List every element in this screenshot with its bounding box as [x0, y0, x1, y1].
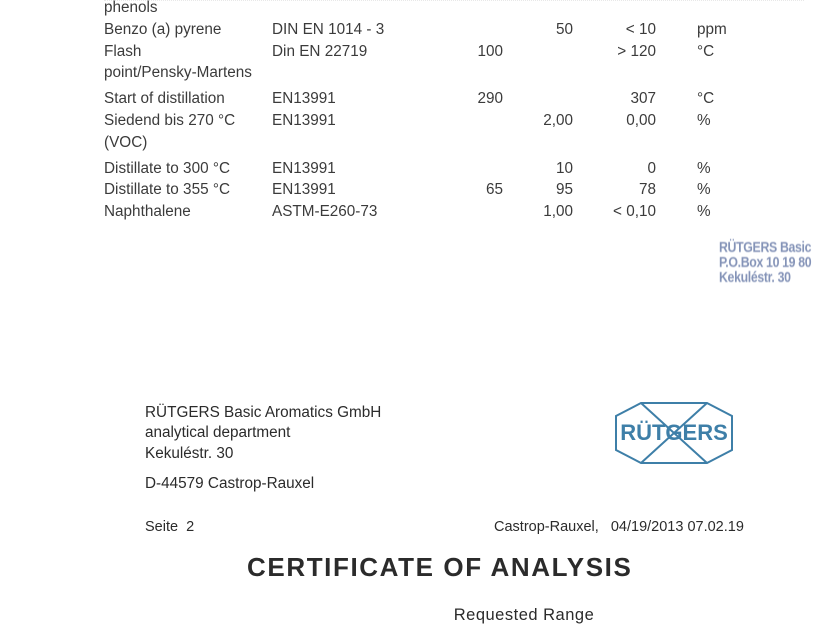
svg-text:RÜTGERS: RÜTGERS [620, 420, 728, 445]
